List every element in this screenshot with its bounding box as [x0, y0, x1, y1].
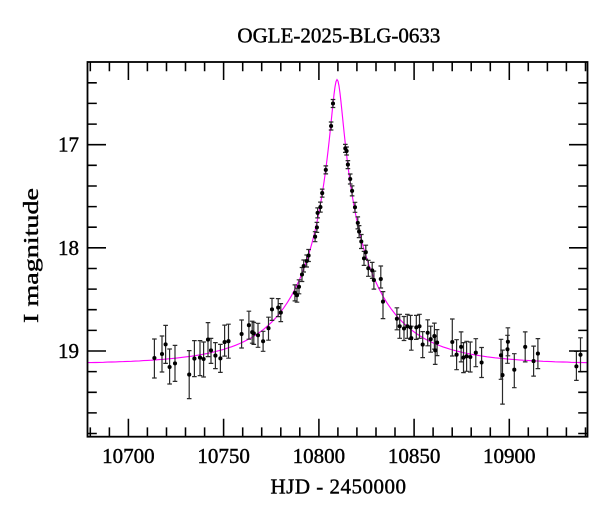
svg-text:I magnitude: I magnitude	[19, 188, 43, 323]
svg-text:HJD - 2450000: HJD - 2450000	[271, 475, 407, 499]
svg-text:OGLE-2025-BLG-0633: OGLE-2025-BLG-0633	[237, 24, 440, 48]
svg-text:19: 19	[58, 339, 79, 363]
svg-text:17: 17	[58, 133, 79, 157]
svg-text:10700: 10700	[102, 444, 155, 468]
svg-text:10750: 10750	[197, 444, 250, 468]
svg-text:10850: 10850	[388, 444, 441, 468]
svg-text:10900: 10900	[483, 444, 536, 468]
svg-text:18: 18	[58, 236, 79, 260]
svg-text:10800: 10800	[293, 444, 346, 468]
